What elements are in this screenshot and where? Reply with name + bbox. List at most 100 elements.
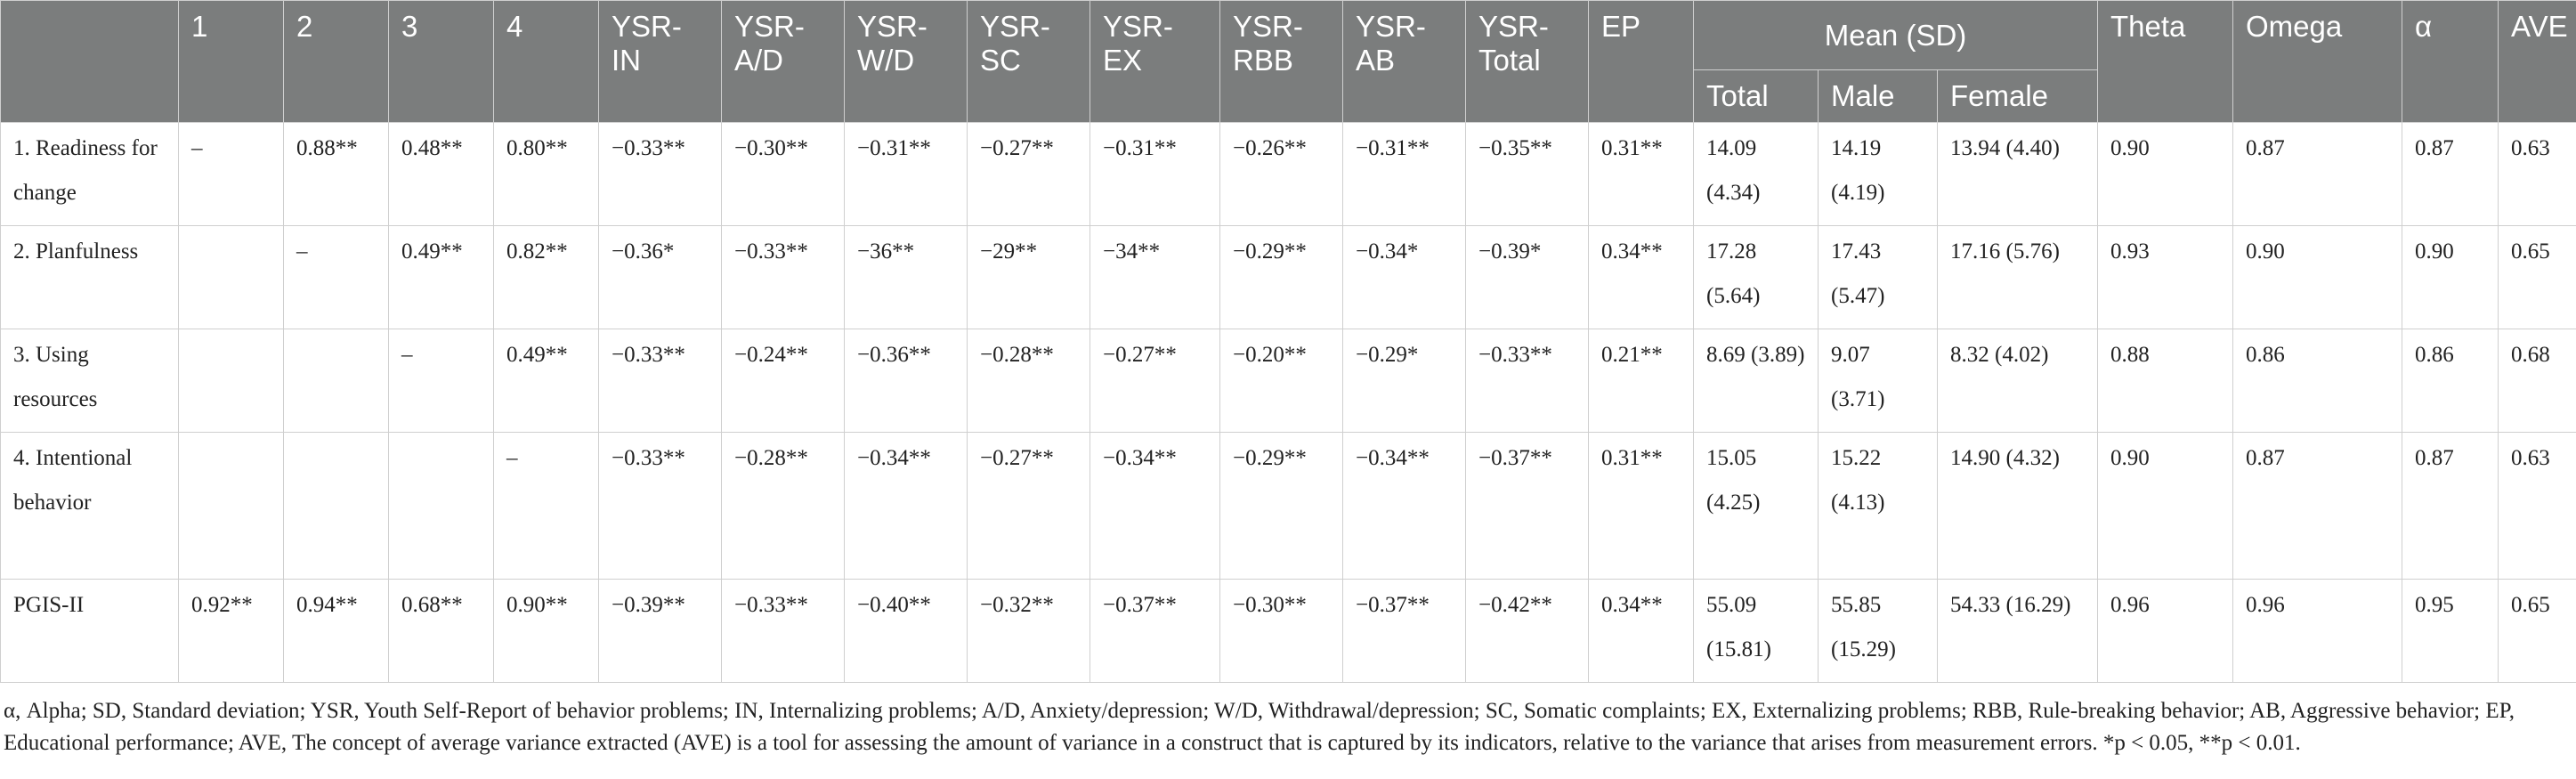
table-cell: 0.93 — [2097, 224, 2234, 329]
table-cell: 0.87 — [2232, 431, 2403, 580]
table-cell: −0.27** — [1090, 328, 1220, 433]
table-cell: 0.82** — [493, 224, 599, 329]
table-cell: 0.34** — [1588, 578, 1694, 683]
table-cell: 14.19 (4.19) — [1818, 121, 1938, 226]
table-cell — [178, 328, 284, 433]
table-cell: 0.90 — [2402, 224, 2499, 329]
table-cell: 0.31** — [1588, 431, 1694, 580]
table-cell: 0.63 — [2498, 431, 2576, 580]
table-cell: 0.96 — [2097, 578, 2234, 683]
table-cell: 0.86 — [2232, 328, 2403, 433]
table-cell — [283, 431, 389, 580]
table-header: 1 2 3 4 YSR-IN YSR-A/D YSR-W/D YSR-SC YS… — [0, 0, 2576, 123]
table-cell: 0.68 — [2498, 328, 2576, 433]
table-cell: 13.94 (4.40) — [1936, 121, 2099, 226]
table-cell: 0.88 — [2097, 328, 2234, 433]
header-theta: Theta — [2097, 0, 2234, 123]
table-cell: 0.87 — [2232, 121, 2403, 226]
table-cell: −0.28** — [721, 431, 845, 580]
table-cell: −34** — [1090, 224, 1220, 329]
header-col-4: 4 — [493, 0, 599, 123]
header-alpha: α — [2402, 0, 2499, 123]
header-ysr-wd: YSR-W/D — [844, 0, 968, 123]
correlation-table: 1 2 3 4 YSR-IN YSR-A/D YSR-W/D YSR-SC YS… — [0, 0, 2576, 683]
table-cell: 15.05 (4.25) — [1693, 431, 1819, 580]
table-cell: 17.43 (5.47) — [1818, 224, 1938, 329]
table-cell: 0.80** — [493, 121, 599, 226]
table-cell: 0.88** — [283, 121, 389, 226]
table-cell: −0.33** — [598, 121, 722, 226]
table-cell: 0.31** — [1588, 121, 1694, 226]
table-cell: −0.30** — [1219, 578, 1343, 683]
table-cell — [178, 431, 284, 580]
table-cell: −0.39* — [1465, 224, 1589, 329]
table-row: 3. Using resources –0.49** −0.33** −0.24** −… — [0, 328, 2576, 433]
table-cell: −0.31** — [1342, 121, 1466, 226]
table-cell: −0.27** — [967, 121, 1090, 226]
table-cell: −0.32** — [967, 578, 1090, 683]
table-cell: −0.34** — [844, 431, 968, 580]
row-label: 1. Readiness for change — [0, 121, 179, 226]
table-cell: −0.35** — [1465, 121, 1589, 226]
table-cell: 0.65 — [2498, 224, 2576, 329]
table-cell: −0.36** — [844, 328, 968, 433]
table-cell: −0.31** — [844, 121, 968, 226]
table-cell: 17.28 (5.64) — [1693, 224, 1819, 329]
table-cell: 9.07 (3.71) — [1818, 328, 1938, 433]
row-label: 4. Intentional behavior — [0, 431, 179, 580]
table-cell: 0.49** — [388, 224, 494, 329]
header-omega: Omega — [2232, 0, 2403, 123]
header-col-2: 2 — [283, 0, 389, 123]
table-cell: −0.33** — [1465, 328, 1589, 433]
header-mean-female: Female — [1936, 69, 2099, 123]
table-cell: 0.63 — [2498, 121, 2576, 226]
row-label: 3. Using resources — [0, 328, 179, 433]
header-ysr-ex: YSR-EX — [1090, 0, 1220, 123]
table-cell: 0.94** — [283, 578, 389, 683]
table-cell: 0.90 — [2097, 431, 2234, 580]
table-cell: −0.33** — [598, 328, 722, 433]
table-cell: −0.34** — [1090, 431, 1220, 580]
table-cell: −0.33** — [721, 578, 845, 683]
table-cell: 54.33 (16.29) — [1936, 578, 2099, 683]
table-cell: 8.69 (3.89) — [1693, 328, 1819, 433]
table-cell: 15.22 (4.13) — [1818, 431, 1938, 580]
header-col-3: 3 — [388, 0, 494, 123]
table-cell: −29** — [967, 224, 1090, 329]
table-cell: −0.31** — [1090, 121, 1220, 226]
table-cell: −0.36* — [598, 224, 722, 329]
table-cell: −0.34** — [1342, 431, 1466, 580]
table-cell: 0.95 — [2402, 578, 2499, 683]
header-mean-total: Total — [1693, 69, 1819, 123]
table-row: 2. Planfulness –0.49** 0.82** −0.36* −0.33**… — [0, 224, 2576, 329]
table-cell: −0.26** — [1219, 121, 1343, 226]
table-row: 4. Intentional behavior – −0.33** −0.28** −0… — [0, 431, 2576, 580]
table-cell: −0.34* — [1342, 224, 1466, 329]
table-cell: −0.29** — [1219, 431, 1343, 580]
table-cell: −0.29* — [1342, 328, 1466, 433]
table-cell: – — [493, 431, 599, 580]
table-row: 1. Readiness for change –0.88** 0.48** 0.80… — [0, 121, 2576, 226]
table-cell: −0.29** — [1219, 224, 1343, 329]
table-footnote: α, Alpha; SD, Standard deviation; YSR, Y… — [4, 698, 2515, 755]
table-cell: −0.24** — [721, 328, 845, 433]
header-mean-male: Male — [1818, 69, 1938, 123]
table-cell: 0.96 — [2232, 578, 2403, 683]
table-cell: 0.49** — [493, 328, 599, 433]
header-corner — [0, 0, 179, 123]
table-cell — [178, 224, 284, 329]
table-cell: −0.37** — [1465, 431, 1589, 580]
header-ave: AVE — [2498, 0, 2576, 123]
table-cell: −0.40** — [844, 578, 968, 683]
table-cell: 0.86 — [2402, 328, 2499, 433]
table-cell: −0.28** — [967, 328, 1090, 433]
table-cell: 0.68** — [388, 578, 494, 683]
table-cell: 55.85 (15.29) — [1818, 578, 1938, 683]
table-cell: 17.16 (5.76) — [1936, 224, 2099, 329]
header-ysr-in: YSR-IN — [598, 0, 722, 123]
table-cell: 55.09 (15.81) — [1693, 578, 1819, 683]
table-cell: −36** — [844, 224, 968, 329]
table-cell: 0.87 — [2402, 121, 2499, 226]
table-body: 1. Readiness for change –0.88** 0.48** 0.80… — [0, 121, 2576, 683]
table-cell: −0.39** — [598, 578, 722, 683]
